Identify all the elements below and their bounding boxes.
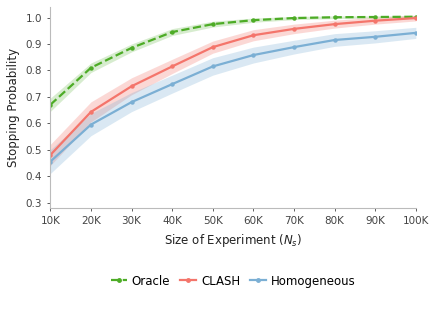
Oracle (413, 15, 419, 19)
Homogeneous (48, 160, 53, 163)
Homogeneous (413, 31, 419, 35)
Homogeneous (170, 82, 175, 86)
Homogeneous (210, 64, 215, 68)
Oracle (129, 46, 134, 50)
Line: Oracle: Oracle (48, 15, 418, 107)
Line: Homogeneous: Homogeneous (48, 31, 418, 164)
Oracle (170, 30, 175, 34)
CLASH (332, 22, 337, 26)
Homogeneous (332, 38, 337, 42)
Homogeneous (251, 53, 256, 57)
X-axis label: Size of Experiment ($N_s$): Size of Experiment ($N_s$) (164, 232, 302, 249)
CLASH (251, 33, 256, 37)
Homogeneous (373, 35, 378, 39)
Homogeneous (89, 123, 94, 126)
Y-axis label: Stopping Probability: Stopping Probability (7, 48, 20, 167)
CLASH (129, 84, 134, 88)
CLASH (291, 27, 296, 31)
CLASH (89, 110, 94, 114)
CLASH (48, 153, 53, 157)
Homogeneous (129, 100, 134, 104)
Oracle (291, 16, 296, 20)
Oracle (332, 16, 337, 19)
Homogeneous (291, 45, 296, 49)
Legend: Oracle, CLASH, Homogeneous: Oracle, CLASH, Homogeneous (106, 270, 360, 292)
Oracle (210, 22, 215, 26)
CLASH (413, 16, 419, 20)
Oracle (89, 66, 94, 70)
CLASH (170, 64, 175, 68)
CLASH (210, 45, 215, 49)
Line: CLASH: CLASH (48, 16, 418, 157)
CLASH (373, 19, 378, 23)
Oracle (373, 15, 378, 19)
Oracle (48, 103, 53, 107)
Oracle (251, 18, 256, 22)
